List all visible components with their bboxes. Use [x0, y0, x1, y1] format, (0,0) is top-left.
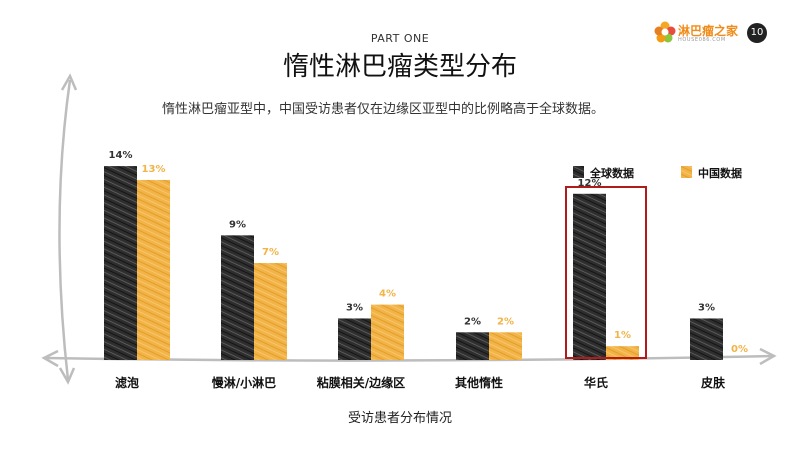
data-label-global-4: 12%	[578, 178, 602, 189]
data-label-global-1: 9%	[229, 219, 246, 230]
bar-china-0	[137, 179, 170, 360]
y-axis-arrow-bottom	[58, 367, 76, 385]
logo-subtext: HOUSE086.COM	[678, 37, 726, 43]
bar-global-1	[221, 235, 254, 360]
y-axis	[58, 79, 72, 381]
legend-label-1: 中国数据	[698, 166, 742, 180]
x-axis-title: 受访患者分布情况	[347, 411, 452, 426]
bar-china-2	[371, 304, 404, 360]
x-tick-label-2: 粘膜相关/边缘区	[317, 375, 405, 390]
page-subtitle: 惰性淋巴瘤亚型中，中国受访患者仅在边缘区亚型中的比例略高于全球数据。	[162, 102, 605, 117]
bar-global-4	[573, 193, 606, 360]
x-tick-label-4: 华氏	[584, 375, 608, 390]
legend: 全球数据 中国数据	[573, 166, 742, 180]
logo-name: 淋巴瘤之家	[678, 24, 739, 38]
y-axis-arrow-top	[60, 73, 78, 91]
data-label-global-3: 2%	[464, 316, 481, 327]
bar-global-2	[338, 318, 371, 360]
logo-flower-icon	[654, 21, 676, 43]
bar-global-0	[104, 166, 137, 360]
bar-china-4	[606, 346, 639, 360]
legend-swatch-1	[681, 166, 692, 178]
x-axis-arrow-left	[41, 349, 59, 368]
data-label-china-4: 1%	[614, 330, 631, 341]
bar-global-3	[456, 332, 489, 360]
legend-swatch-0	[573, 166, 584, 178]
data-label-china-1: 7%	[262, 247, 279, 258]
bar-china-3	[489, 332, 522, 360]
data-label-china-3: 2%	[497, 316, 514, 327]
logo: 淋巴瘤之家 HOUSE086.COM	[654, 20, 744, 46]
x-tick-label-1: 慢淋/小淋巴	[212, 375, 276, 390]
data-label-china-2: 4%	[379, 289, 396, 300]
data-label-global-5: 3%	[698, 302, 715, 313]
highlight-box	[565, 186, 647, 359]
bar-china-1	[254, 263, 287, 360]
data-label-china-0: 13%	[142, 164, 166, 175]
x-tick-label-3: 其他惰性	[455, 375, 503, 390]
page-number: 10	[747, 23, 767, 43]
x-tick-label-5: 皮肤	[700, 375, 726, 390]
legend-label-0: 全球数据	[589, 166, 634, 180]
x-axis-arrow-right	[759, 347, 777, 366]
page-title: 惰性淋巴瘤类型分布	[282, 52, 517, 82]
bar-global-5	[690, 318, 723, 360]
data-label-global-2: 3%	[346, 302, 363, 313]
data-label-global-0: 14%	[109, 150, 133, 161]
x-tick-label-0: 滤泡	[115, 375, 139, 390]
part-label: PART ONE	[370, 32, 430, 45]
data-label-china-5: 0%	[731, 344, 748, 355]
